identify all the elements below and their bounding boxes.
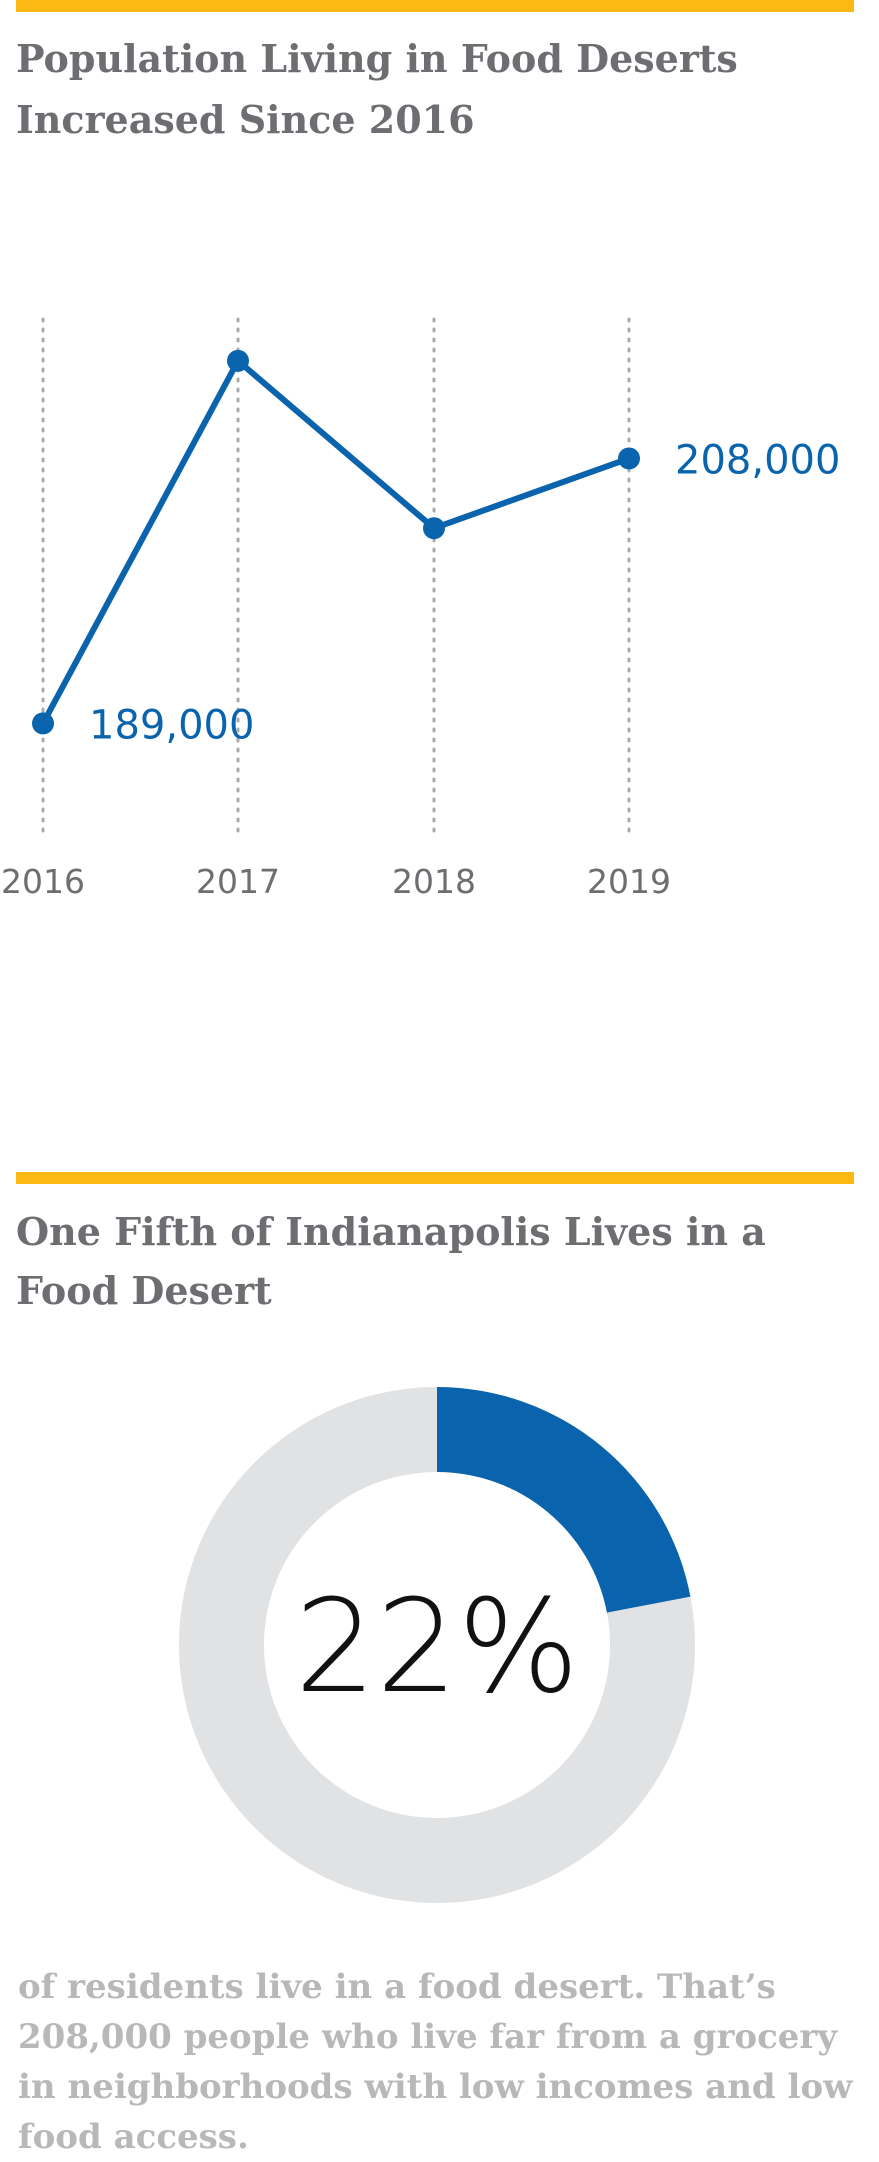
chart-title: Increased Since 2016 xyxy=(16,97,475,142)
chart-title: Food Desert xyxy=(16,1268,272,1313)
accent-bar xyxy=(16,1172,854,1184)
x-tick-label: 2018 xyxy=(392,862,476,901)
center-label: 22% xyxy=(295,1573,580,1722)
value-label: 208,000 xyxy=(675,437,840,483)
point xyxy=(32,712,54,735)
point xyxy=(618,447,640,470)
donut-segment xyxy=(437,1387,691,1613)
point xyxy=(227,349,249,372)
chart-title: One Fifth of Indianapolis Lives in a xyxy=(16,1209,766,1254)
x-tick-label: 2019 xyxy=(587,862,671,901)
x-tick-label: 2016 xyxy=(1,862,85,901)
x-tick-label: 2017 xyxy=(196,862,280,901)
value-label: 189,000 xyxy=(89,702,254,748)
chart-title: Population Living in Food Deserts xyxy=(16,36,738,81)
line xyxy=(40,357,631,725)
caption: of residents live in a food desert. That… xyxy=(18,1967,853,2157)
point xyxy=(423,517,445,540)
accent-bar xyxy=(16,0,854,12)
